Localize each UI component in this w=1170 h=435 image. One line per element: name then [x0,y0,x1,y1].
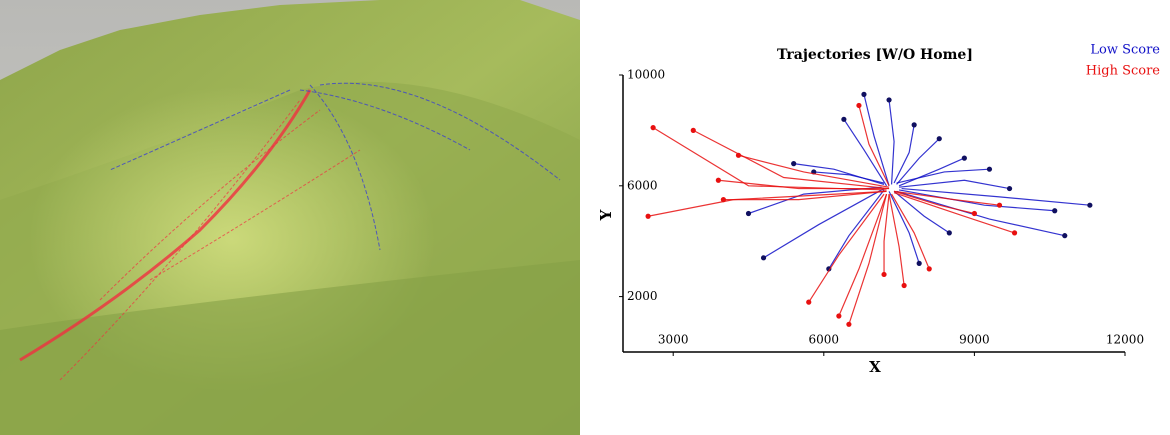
end-point [936,136,942,142]
trajectory [883,194,890,275]
y-axis-label: Y [597,209,615,221]
trajectory [723,190,887,201]
trajectory [893,124,915,184]
x-tick-label: 12000 [1106,333,1144,347]
end-point [861,91,867,97]
trajectory [896,190,1065,237]
end-point [971,210,978,217]
trajectory [808,193,885,303]
trajectory [896,168,990,184]
trajectory [898,157,965,187]
trajectory [828,189,885,270]
end-point [901,282,907,289]
end-point [1006,185,1013,192]
trajectory [893,190,950,234]
trajectory [838,193,888,317]
end-point [1087,202,1093,208]
trajectory [896,138,940,185]
trajectory [843,118,888,187]
trajectory [718,179,890,190]
trajectory [899,179,1010,190]
terrain-render [0,0,580,435]
trajectory [891,193,930,270]
end-point [720,197,727,203]
end-point [911,122,917,128]
trajectory [858,105,890,187]
end-point [690,127,696,133]
trajectory [738,154,890,188]
chart: Trajectories [W/O Home] X Y [597,47,1125,376]
end-point [650,125,656,131]
trajectory [813,171,885,184]
chart-title: Trajectories [W/O Home] [777,47,973,63]
x-tick-label: 9000 [959,333,990,347]
end-point [745,210,752,217]
trajectory [848,193,888,325]
end-point [986,166,993,172]
end-point [826,266,832,272]
x-tick-label: 3000 [658,333,689,347]
trajectory [888,191,920,264]
trajectory [863,94,890,186]
end-point [886,97,892,103]
trajectory [888,99,895,185]
trajectory [693,129,890,190]
trajectory [893,192,1015,234]
trajectory [898,189,1055,212]
trajectory [893,190,975,215]
y-tick-label: 6000 [627,178,658,192]
end-point [996,202,1003,208]
trajectory [763,188,885,259]
y-tick-label: 2000 [627,289,658,303]
end-point [916,260,922,266]
trajectory [901,187,1090,206]
end-point [1062,233,1068,239]
end-point [715,177,721,183]
end-point [735,152,742,158]
legend-entry: High Score [1086,64,1161,79]
end-point [841,116,847,122]
y-tick-label: 10000 [627,68,665,82]
trajectory [893,190,1000,206]
x-tick-label: 6000 [809,333,840,347]
end-point [791,161,797,167]
end-point [836,313,842,319]
end-point [645,213,651,219]
end-point [856,102,862,109]
trajectory [888,193,905,286]
end-point [846,321,852,327]
end-point [881,271,887,278]
end-point [1011,230,1018,236]
end-point [806,299,812,305]
x-axis-label: X [869,358,881,376]
end-point [946,230,952,236]
end-point [760,255,767,261]
end-point [961,155,967,161]
legend-entry: Low Score [1090,43,1160,58]
end-point [926,266,932,272]
end-point [1052,208,1058,214]
